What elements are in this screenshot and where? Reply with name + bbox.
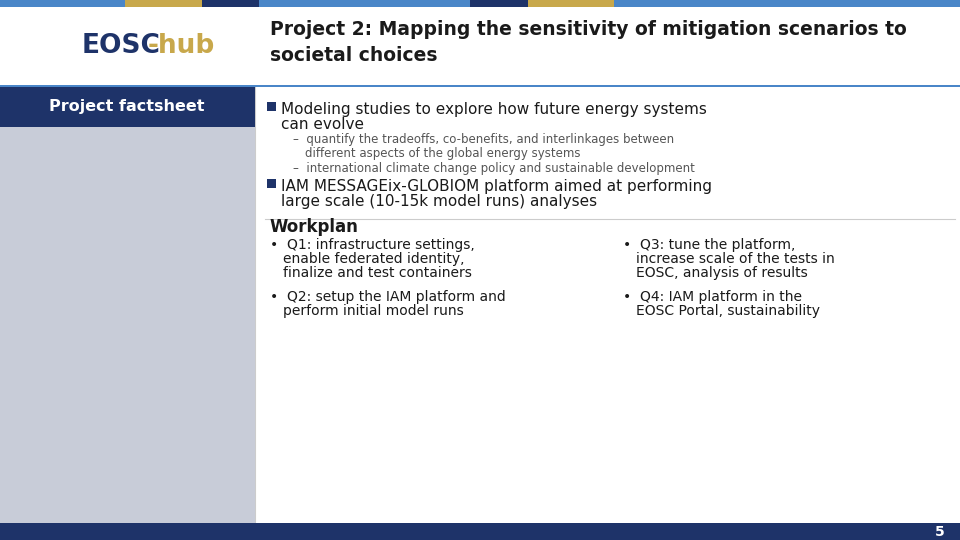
Text: Project factsheet: Project factsheet [49,98,204,113]
Text: alessandro.costantini@cnaf.in: alessandro.costantini@cnaf.in [17,340,180,349]
Text: •  Q1: infrastructure settings,: • Q1: infrastructure settings, [270,238,475,252]
Text: Workplan: Workplan [270,218,359,236]
Text: -hub: -hub [148,33,215,59]
Text: Project 2: Mapping the sensitivity of mitigation scenarios to: Project 2: Mapping the sensitivity of mi… [270,20,907,39]
Text: large scale (10-15k model runs) analyses: large scale (10-15k model runs) analyses [281,194,597,209]
Circle shape [22,25,70,73]
Text: Title:: Title: [17,135,47,145]
Text: •: • [5,135,12,148]
Text: Science areas: Earth and: Science areas: Earth and [17,262,153,273]
Text: increase scale of the tests in: increase scale of the tests in [636,252,835,266]
FancyBboxPatch shape [267,102,276,111]
Text: •: • [5,262,12,275]
Text: •: • [5,232,12,245]
Circle shape [7,12,73,78]
Text: Analysis (IIASA) (Austria) -: Analysis (IIASA) (Austria) - [17,200,180,211]
Text: Institute for Applied Systems: Institute for Applied Systems [17,189,196,199]
Text: of mitigation scenarios to: of mitigation scenarios to [17,146,175,157]
Text: Institution:: Institution: [17,178,79,187]
Circle shape [36,35,60,60]
Text: •  Q4: IAM platform in the: • Q4: IAM platform in the [623,290,802,304]
Text: EOSC, analysis of results: EOSC, analysis of results [636,266,807,280]
Text: •: • [5,178,12,191]
Text: 5: 5 [935,524,945,538]
Text: sciences, Economics and: sciences, Economics and [17,286,154,295]
Text: EOSC Portal, sustainability: EOSC Portal, sustainability [636,304,820,318]
Text: •  Q3: tune the platform,: • Q3: tune the platform, [623,238,796,252]
Text: fn.it: fn.it [17,351,38,361]
Text: related Environmental: related Environmental [17,274,138,284]
Text: different aspects of the global energy systems: different aspects of the global energy s… [305,147,581,160]
Text: https://www.iiasa.ac.at/: https://www.iiasa.ac.at/ [17,212,144,222]
Text: perform initial model runs: perform initial model runs [283,304,464,318]
Text: Ruijven, vruijven@iiasa.ac.at: Ruijven, vruijven@iiasa.ac.at [17,243,174,253]
Text: –  quantify the tradeoffs, co-benefits, and interlinkages between: – quantify the tradeoffs, co-benefits, a… [293,133,674,146]
Text: Costantini (INFN),: Costantini (INFN), [17,328,113,338]
FancyBboxPatch shape [267,179,276,188]
Text: EOSC: EOSC [82,33,161,59]
Text: •: • [5,316,12,329]
Text: Modeling studies to explore how future energy systems: Modeling studies to explore how future e… [281,102,707,117]
Text: enable federated identity,: enable federated identity, [283,252,465,266]
Text: International: International [65,178,146,187]
Text: •  Q2: setup the IAM platform and: • Q2: setup the IAM platform and [270,290,506,304]
Text: –  international climate change policy and sustainable development: – international climate change policy an… [293,162,695,175]
Text: societal choices: societal choices [270,46,438,65]
Text: Mapping the sensitivity: Mapping the sensitivity [43,135,187,145]
Text: Principal investigator: Bas van: Principal investigator: Bas van [17,232,181,241]
Text: Business: Business [17,297,65,307]
Text: can evolve: can evolve [281,117,364,132]
Text: Shepherd: Alessandro: Shepherd: Alessandro [17,316,136,327]
Text: societal choices: societal choices [17,158,114,168]
Text: IAM MESSAGEix-GLOBIOM platform aimed at performing: IAM MESSAGEix-GLOBIOM platform aimed at … [281,179,712,194]
Text: finalize and test containers: finalize and test containers [283,266,472,280]
